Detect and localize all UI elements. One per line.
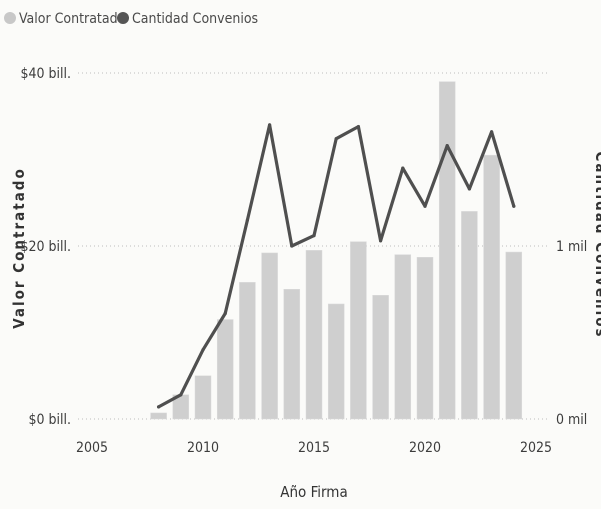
line-point <box>334 137 338 141</box>
bar <box>505 251 523 420</box>
y-left-tick-label: $0 bill. <box>28 412 71 428</box>
bar <box>438 81 456 420</box>
legend-label-valor[interactable]: Valor Contratado <box>19 11 126 27</box>
bar <box>261 252 278 420</box>
y-right-axis-title: Cantidad Convenios <box>592 151 601 338</box>
bar <box>150 412 167 420</box>
x-tick-label: 2015 <box>298 440 330 456</box>
line-series-cantidad-convenios <box>157 123 516 409</box>
bar <box>216 319 234 420</box>
line-point <box>245 218 249 222</box>
y-left-tick-label: $20 bill. <box>20 239 71 255</box>
y-right-tick-label: 1 mil <box>556 239 587 255</box>
bar <box>239 282 256 420</box>
bar <box>283 289 301 420</box>
line-point <box>356 125 360 129</box>
line-point <box>401 166 405 170</box>
line-point <box>512 204 516 208</box>
bar <box>372 295 389 420</box>
x-tick-label: 2010 <box>187 440 219 456</box>
line-point <box>290 244 294 248</box>
line-point <box>157 405 161 409</box>
legend[interactable]: Valor Contratado Cantidad Convenios <box>4 11 258 27</box>
x-tick-label: 2005 <box>76 440 108 456</box>
y-right-tick-label: 0 mil <box>556 412 587 428</box>
bar <box>461 211 478 420</box>
legend-swatch-valor <box>4 12 16 24</box>
bar <box>194 375 212 420</box>
y-left-axis-ticks: $0 bill. $20 bill. $40 bill. <box>20 66 71 428</box>
legend-label-cantidad[interactable]: Cantidad Convenios <box>132 11 258 27</box>
bar-series-valor-contratado <box>150 81 523 420</box>
line-point <box>179 393 183 397</box>
line-point <box>467 187 471 191</box>
line-point <box>423 204 427 208</box>
line-point <box>379 239 383 243</box>
line-point <box>201 348 205 352</box>
x-tick-label: 2025 <box>520 440 552 456</box>
y-left-axis-title: Valor Contratado <box>10 167 28 328</box>
line-point <box>312 234 316 238</box>
y-left-tick-label: $40 bill. <box>20 66 71 82</box>
bar <box>305 250 323 420</box>
y-right-axis-ticks: 0 mil 1 mil <box>556 239 587 428</box>
line-point <box>223 311 227 316</box>
line-point <box>268 123 272 127</box>
bar <box>350 241 367 420</box>
bar <box>483 154 500 420</box>
line-point <box>490 130 494 134</box>
legend-swatch-cantidad <box>117 12 129 24</box>
x-axis-ticks: 2005 2010 2015 2020 2025 <box>76 440 552 456</box>
x-tick-label: 2020 <box>409 440 441 456</box>
bar <box>394 254 412 420</box>
x-axis-title: Año Firma <box>280 483 347 501</box>
bar <box>416 256 434 420</box>
line-point <box>445 144 449 148</box>
bar <box>327 303 345 420</box>
